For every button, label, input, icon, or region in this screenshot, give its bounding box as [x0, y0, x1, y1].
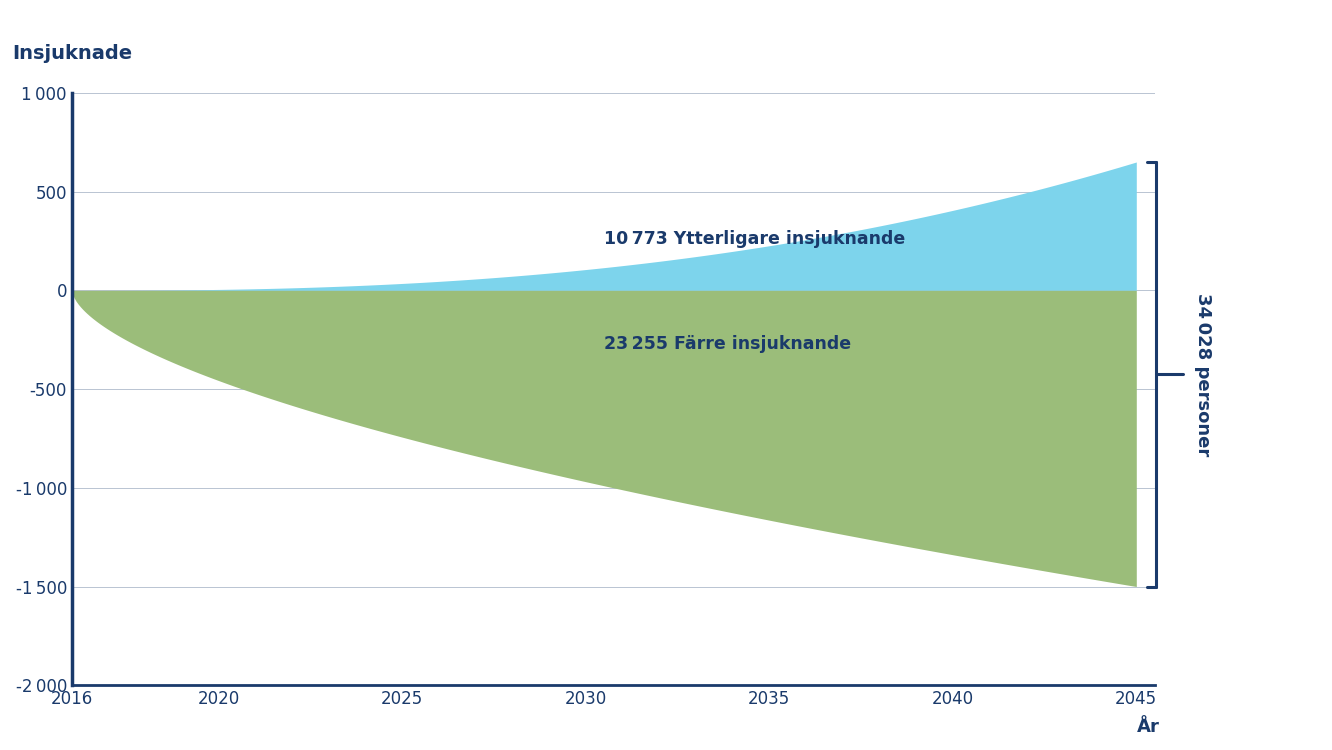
- Text: 23 255 Färre insjuknande: 23 255 Färre insjuknande: [603, 334, 851, 352]
- Text: Insjuknade: Insjuknade: [12, 44, 132, 63]
- Text: 34 028 personer: 34 028 personer: [1195, 292, 1212, 456]
- Text: 10 773 Ytterligare insjuknande: 10 773 Ytterligare insjuknande: [603, 230, 906, 248]
- Text: År: År: [1138, 718, 1160, 736]
